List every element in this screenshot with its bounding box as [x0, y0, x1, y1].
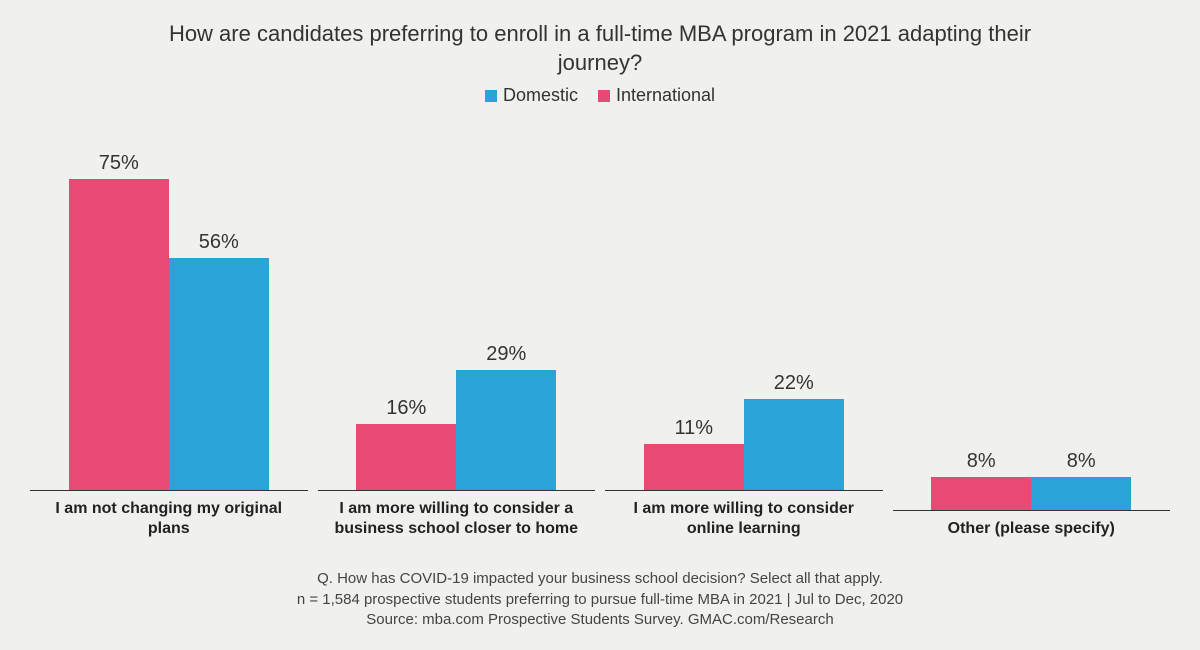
category-group-3: 8% 8% Other (please specify): [893, 122, 1171, 539]
legend-swatch-domestic: [485, 90, 497, 102]
bar-unit-international: 75%: [69, 152, 169, 490]
bar-unit-domestic: 29%: [456, 343, 556, 490]
bar-unit-domestic: 8%: [1031, 450, 1131, 510]
bar-value: 56%: [199, 231, 239, 254]
legend-item-international: International: [598, 85, 715, 106]
category-group-0: 75% 56% I am not changing my original pl…: [30, 122, 308, 539]
legend-item-domestic: Domestic: [485, 85, 578, 106]
bar-unit-international: 11%: [644, 417, 744, 490]
bar-value: 29%: [486, 343, 526, 366]
chart-title: How are candidates preferring to enroll …: [150, 20, 1050, 77]
bar-value: 8%: [967, 450, 996, 473]
footnote-line: Source: mba.com Prospective Students Sur…: [30, 610, 1170, 630]
bar-value: 8%: [1067, 450, 1096, 473]
legend-label-international: International: [616, 85, 715, 106]
category-group-2: 11% 22% I am more willing to consider on…: [605, 122, 883, 539]
bar-value: 16%: [386, 397, 426, 420]
bar-unit-international: 8%: [931, 450, 1031, 510]
bar-domestic: [169, 258, 269, 490]
footnote-line: Q. How has COVID-19 impacted your busine…: [30, 569, 1170, 589]
bar-value: 11%: [674, 417, 713, 440]
bar-international: [356, 424, 456, 490]
bar-unit-international: 16%: [356, 397, 456, 490]
bar-value: 22%: [774, 372, 814, 395]
bar-value: 75%: [99, 152, 139, 175]
bar-domestic: [744, 399, 844, 490]
bars-wrap: 11% 22%: [605, 122, 883, 491]
bar-international: [931, 477, 1031, 510]
bar-domestic: [456, 370, 556, 490]
category-label: I am more willing to consider online lea…: [605, 491, 883, 539]
bar-domestic: [1031, 477, 1131, 510]
bars-wrap: 75% 56%: [30, 122, 308, 491]
bar-unit-domestic: 56%: [169, 231, 269, 490]
bar-international: [69, 179, 169, 490]
bar-international: [644, 444, 744, 490]
category-group-1: 16% 29% I am more willing to consider a …: [318, 122, 596, 539]
bars-wrap: 16% 29%: [318, 122, 596, 491]
category-label: Other (please specify): [944, 511, 1119, 539]
plot-area: 75% 56% I am not changing my original pl…: [30, 112, 1170, 539]
chart-container: How are candidates preferring to enroll …: [0, 0, 1200, 650]
legend: Domestic International: [30, 85, 1170, 106]
category-label: I am more willing to consider a business…: [318, 491, 596, 539]
legend-swatch-international: [598, 90, 610, 102]
bars-wrap: 8% 8%: [893, 122, 1171, 511]
category-label: I am not changing my original plans: [30, 491, 308, 539]
bar-unit-domestic: 22%: [744, 372, 844, 490]
legend-label-domestic: Domestic: [503, 85, 578, 106]
footnotes: Q. How has COVID-19 impacted your busine…: [30, 569, 1170, 630]
footnote-line: n = 1,584 prospective students preferrin…: [30, 590, 1170, 610]
